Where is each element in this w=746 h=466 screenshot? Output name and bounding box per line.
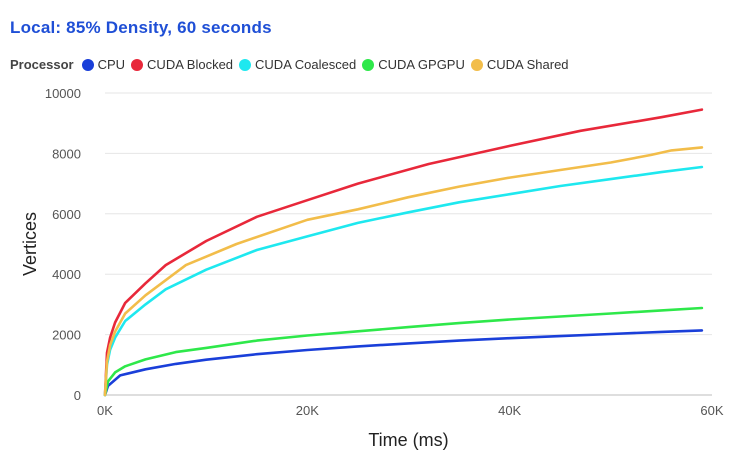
legend-label-cpu: CPU xyxy=(97,57,126,72)
legend-title: Processor xyxy=(10,57,74,72)
y-tick-label: 6000 xyxy=(52,207,81,222)
y-tick-label: 8000 xyxy=(52,146,81,161)
legend-item-cuda-gpgpu[interactable]: CUDA GPGPU xyxy=(362,57,465,72)
legend-item-cuda-shared[interactable]: CUDA Shared xyxy=(470,57,569,72)
series-line-cuda-shared xyxy=(103,146,704,397)
legend-item-cpu[interactable]: CPU xyxy=(81,57,126,72)
legend-swatch-cuda-shared xyxy=(470,58,483,71)
x-tick-label: 0K xyxy=(97,403,113,418)
legend-label-cuda-coalesced: CUDA Coalesced xyxy=(255,57,357,72)
legend-label-cuda-blocked: CUDA Blocked xyxy=(147,57,234,72)
legend-swatch-cpu xyxy=(81,58,94,71)
y-tick-label: 10000 xyxy=(45,86,81,101)
legend-swatch-cuda-coalesced xyxy=(239,58,252,71)
series-line-cuda-gpgpu xyxy=(103,306,704,397)
y-axis-label: Vertices xyxy=(20,212,40,276)
legend-item-cuda-coalesced[interactable]: CUDA Coalesced xyxy=(239,57,356,72)
legend: Processor CPU CUDA Blocked CUDA Coalesce… xyxy=(10,57,575,72)
series-line-cpu xyxy=(103,329,704,397)
chart-title: Local: 85% Density, 60 seconds xyxy=(10,18,272,37)
x-tick-label: 20K xyxy=(296,403,319,418)
x-tick-label: 60K xyxy=(700,403,723,418)
x-axis-label: Time (ms) xyxy=(368,430,448,450)
legend-label-cuda-gpgpu: CUDA GPGPU xyxy=(378,57,465,72)
y-tick-label: 2000 xyxy=(52,328,81,343)
series-line-cuda-coalesced xyxy=(103,165,704,397)
x-tick-label: 40K xyxy=(498,403,521,418)
legend-swatch-cuda-blocked xyxy=(131,58,144,71)
y-tick-label: 4000 xyxy=(52,267,81,282)
legend-item-cuda-blocked[interactable]: CUDA Blocked xyxy=(131,57,233,72)
legend-label-cuda-shared: CUDA Shared xyxy=(486,57,569,72)
series-line-cuda-blocked xyxy=(103,108,704,397)
y-tick-label: 0 xyxy=(74,388,81,403)
legend-swatch-cuda-gpgpu xyxy=(362,58,375,71)
